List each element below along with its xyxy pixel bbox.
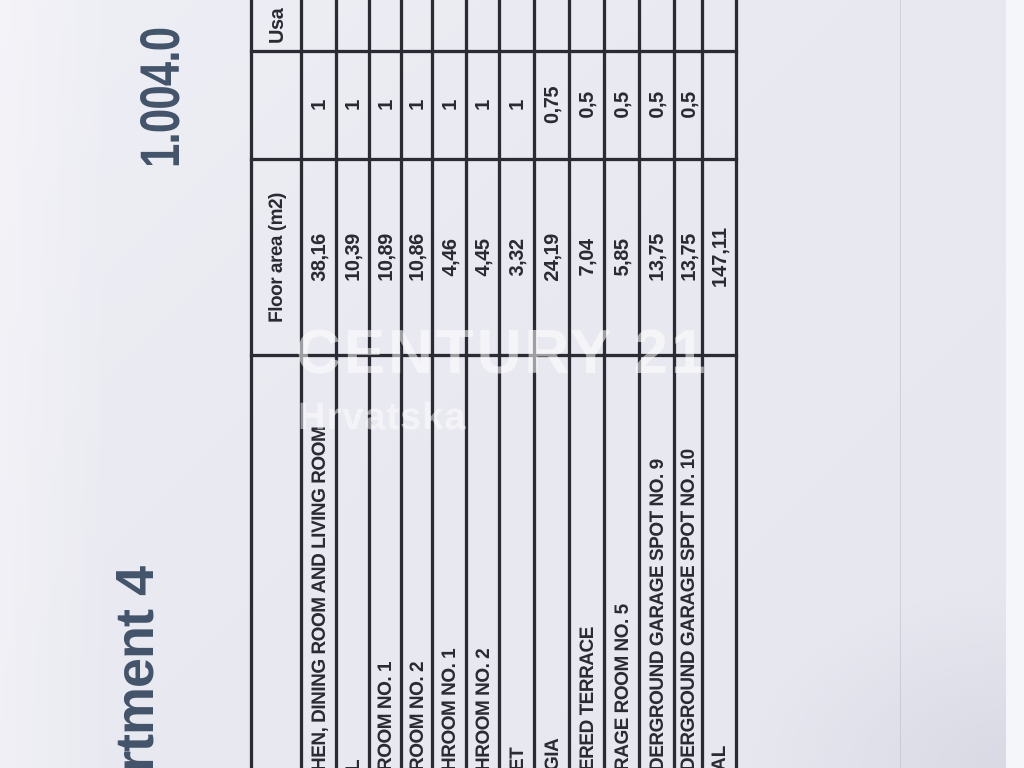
row-label: ROOM NO. 1 (375, 661, 396, 768)
row-label: L (343, 759, 364, 768)
coefficient-value (703, 54, 737, 157)
coefficient-value: 0,5 (678, 92, 700, 119)
row-label: HEN, DINING ROOM AND LIVING ROOM (309, 426, 330, 768)
floor-area-value: 13,75 (678, 234, 700, 282)
coefficient-value: 1 (375, 100, 397, 111)
floor-area-value: 24,19 (541, 234, 563, 282)
floor-area-value: 7,04 (576, 239, 598, 277)
column-divider-coef-usable (250, 50, 738, 53)
coefficient-value: 0,5 (611, 92, 633, 119)
floor-area-value: 13,75 (646, 234, 668, 282)
coefficient-value: 0,75 (541, 87, 563, 124)
floor-area-value: 38,16 (308, 234, 330, 282)
floor-area-value: 4,46 (439, 239, 461, 277)
row-label: ERED TERRACE (577, 627, 598, 768)
coefficient-value: 1 (308, 100, 330, 111)
row-label: AL (709, 745, 730, 768)
scan-right-page-edge (1006, 0, 1024, 768)
floor-area-value: 10,89 (375, 234, 397, 282)
floor-area-column-header: Floor area (m2) (266, 193, 287, 323)
row-label: RAGE ROOM NO. 5 (612, 604, 633, 768)
floor-area-value: 147,11 (709, 227, 731, 289)
row-label: GIA (542, 738, 563, 768)
row-label: HROOM NO. 2 (473, 648, 494, 768)
usable-area-column-header: Usa (266, 8, 288, 44)
coefficient-value: 1 (342, 100, 364, 111)
floor-area-value: 3,32 (506, 239, 528, 277)
table-top-border (250, 0, 253, 768)
row-label: HROOM NO. 1 (439, 648, 460, 768)
floor-area-value: 10,39 (342, 234, 364, 282)
row-label: ET (507, 747, 528, 768)
coefficient-value: 1 (439, 100, 461, 111)
row-label: DERGROUND GARAGE SPOT NO. 9 (647, 459, 668, 768)
row-label: ROOM NO. 2 (407, 661, 428, 768)
floor-area-value: 5,85 (611, 239, 633, 277)
paper-crease-line (900, 0, 901, 768)
price-value: 1.004.0 (128, 27, 191, 168)
coefficient-value: 1 (406, 100, 428, 111)
coefficient-value: 0,5 (646, 92, 668, 119)
floor-area-value: 4,45 (472, 239, 494, 277)
apartment-title: rtment 4 (105, 566, 165, 768)
coefficient-value: 1 (472, 100, 494, 111)
floor-area-value: 10,86 (406, 234, 428, 282)
coefficient-value: 0,5 (576, 92, 598, 119)
coefficient-value: 1 (506, 100, 528, 111)
row-label: DERGROUND GARAGE SPOT NO. 10 (678, 449, 699, 768)
